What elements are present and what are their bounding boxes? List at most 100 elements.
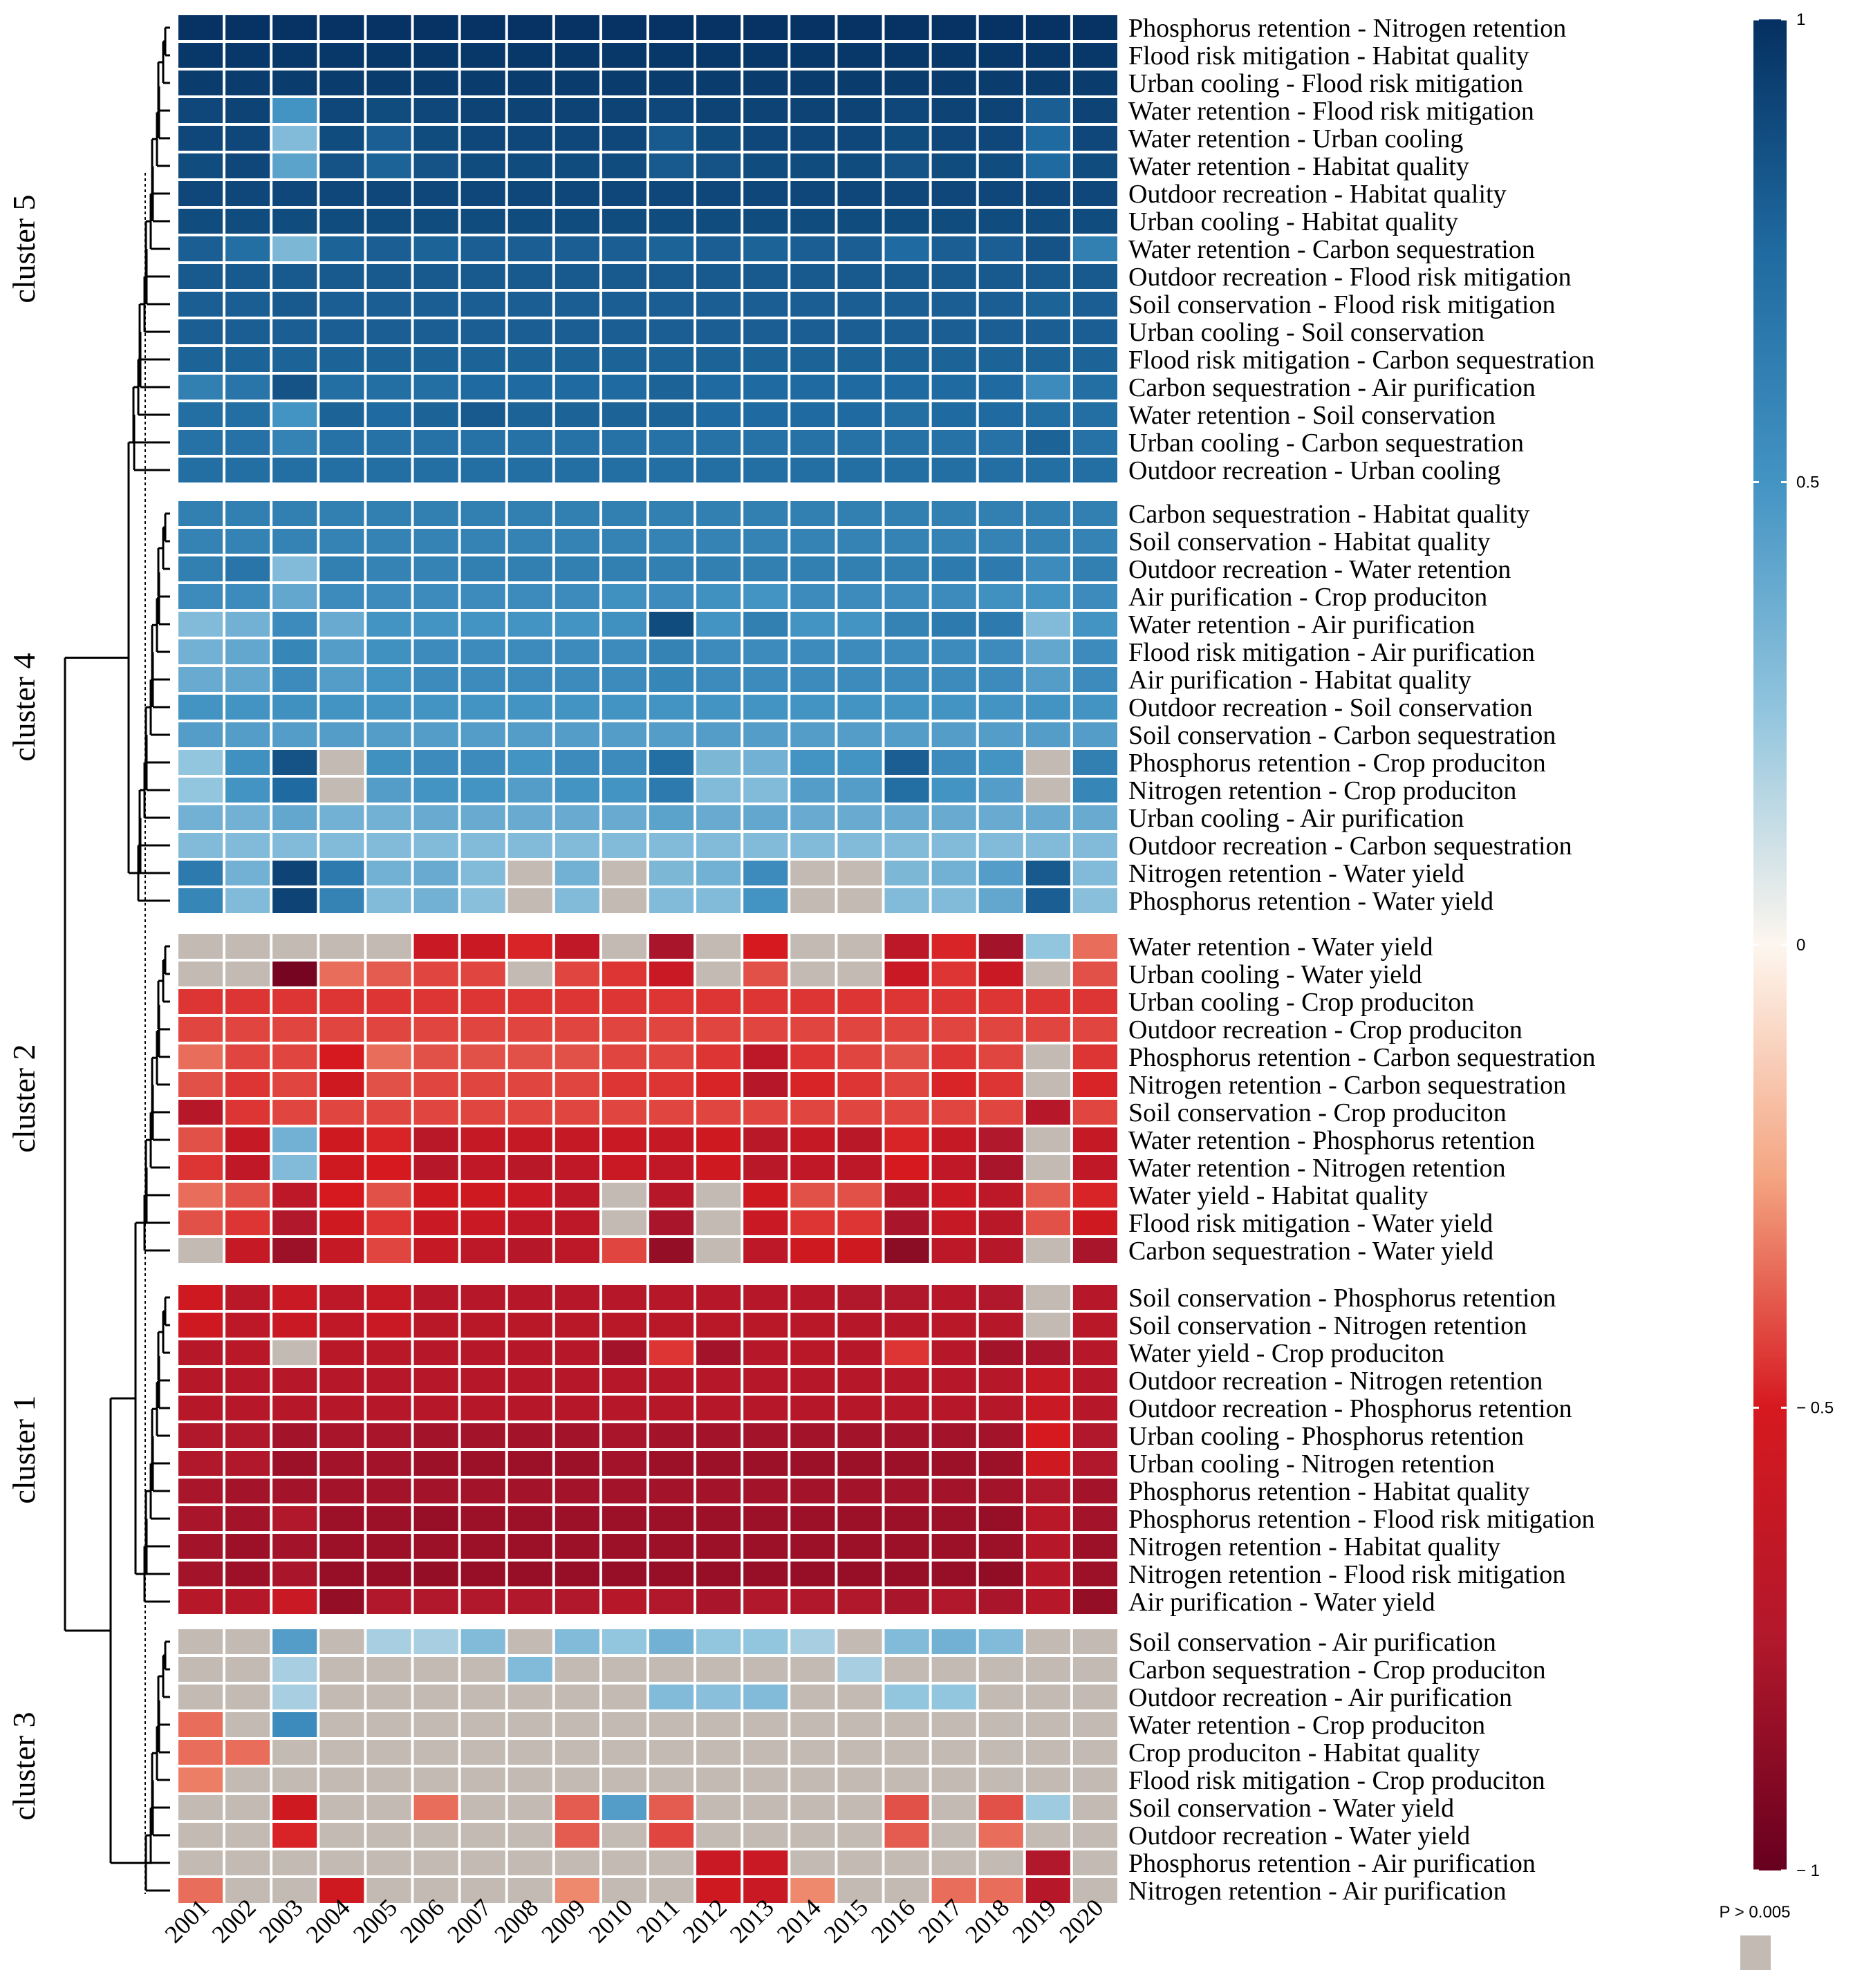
heatmap-cell: [1025, 1534, 1070, 1559]
heatmap-cell: [225, 1072, 270, 1097]
heatmap-cell: [1072, 1100, 1117, 1125]
heatmap-cell: [460, 612, 505, 637]
heatmap-cell: [790, 153, 835, 178]
heatmap-cell: [696, 319, 741, 344]
row-label: Water retention - Nitrogen retention: [1128, 1154, 1506, 1183]
heatmap-cell: [508, 695, 552, 720]
heatmap-cell: [225, 43, 270, 68]
heatmap-cell: [696, 989, 741, 1014]
heatmap-cell: [413, 1396, 458, 1420]
heatmap-cell: [178, 1878, 223, 1903]
heatmap-cell: [602, 667, 646, 692]
heatmap-cell: [790, 15, 835, 40]
heatmap-cell: [178, 962, 223, 986]
heatmap-cell: [413, 1685, 458, 1709]
heatmap-cell: [460, 1823, 505, 1848]
heatmap-cell: [790, 1183, 835, 1208]
heatmap-cell: [413, 181, 458, 206]
heatmap-cell: [1072, 43, 1117, 68]
heatmap-cell: [649, 1767, 694, 1792]
heatmap-cell: [790, 430, 835, 455]
heatmap-cell: [319, 861, 364, 885]
heatmap-cell: [602, 1479, 646, 1503]
heatmap-cell: [931, 1100, 976, 1125]
heatmap-cell: [649, 888, 694, 913]
heatmap-cell: [460, 236, 505, 261]
heatmap-cell: [1072, 1850, 1117, 1875]
row-label: Water retention - Habitat quality: [1128, 152, 1469, 181]
heatmap-cell: [366, 888, 411, 913]
heatmap-cell: [696, 1850, 741, 1875]
heatmap-cell: [319, 501, 364, 526]
heatmap-cell: [649, 1740, 694, 1765]
heatmap-cell: [413, 236, 458, 261]
heatmap-cell: [272, 1878, 317, 1903]
heatmap-cell: [555, 1313, 599, 1338]
heatmap-cell: [884, 1685, 929, 1709]
heatmap-cell: [178, 833, 223, 858]
heatmap-cell: [413, 1072, 458, 1097]
heatmap-cell: [790, 934, 835, 959]
heatmap-cell: [319, 667, 364, 692]
heatmap-cell: [555, 612, 599, 637]
row-label: Water retention - Crop produciton: [1128, 1711, 1485, 1740]
heatmap-cell: [413, 153, 458, 178]
heatmap-cell: [1025, 153, 1070, 178]
heatmap-cell: [649, 126, 694, 151]
heatmap-cell: [366, 402, 411, 427]
row-label: Outdoor recreation - Carbon sequestratio…: [1128, 832, 1572, 861]
heatmap-cell: [178, 1210, 223, 1235]
heatmap-cell: [555, 1562, 599, 1586]
row-label: Phosphorus retention - Air purification: [1128, 1849, 1536, 1878]
heatmap-cell: [508, 1313, 552, 1338]
heatmap-cell: [790, 1340, 835, 1365]
heatmap-cell: [508, 1072, 552, 1097]
heatmap-cell: [978, 722, 1023, 747]
heatmap-cell: [225, 430, 270, 455]
heatmap-cell: [555, 1210, 599, 1235]
heatmap-cell: [837, 805, 882, 830]
heatmap-cell: [884, 15, 929, 40]
heatmap-cell: [931, 1712, 976, 1737]
heatmap-cell: [649, 1878, 694, 1903]
heatmap-cell: [460, 1183, 505, 1208]
heatmap-cell: [1072, 209, 1117, 234]
heatmap-cell: [555, 1878, 599, 1903]
heatmap-cell: [931, 15, 976, 40]
heatmap-cell: [1072, 805, 1117, 830]
heatmap-cell: [225, 126, 270, 151]
heatmap-cell: [319, 98, 364, 123]
heatmap-cell: [743, 1155, 788, 1180]
heatmap-cell: [837, 1313, 882, 1338]
heatmap-cell: [508, 1396, 552, 1420]
heatmap-cell: [366, 1451, 411, 1476]
heatmap-cell: [602, 292, 646, 317]
heatmap-cell: [1025, 639, 1070, 664]
heatmap-cell: [366, 98, 411, 123]
heatmap-cell: [178, 347, 223, 372]
heatmap-cell: [460, 556, 505, 581]
heatmap-cell: [1072, 1313, 1117, 1338]
heatmap-cell: [931, 1629, 976, 1654]
heatmap-cell: [696, 458, 741, 482]
heatmap-cell: [1025, 402, 1070, 427]
heatmap-cell: [884, 1767, 929, 1792]
heatmap-cell: [1072, 667, 1117, 692]
heatmap-cell: [460, 292, 505, 317]
heatmap-cell: [602, 1685, 646, 1709]
heatmap-cell: [978, 962, 1023, 986]
heatmap-cell: [555, 861, 599, 885]
heatmap-cell: [319, 1423, 364, 1448]
heatmap-cell: [743, 402, 788, 427]
heatmap-cell: [743, 1183, 788, 1208]
heatmap-cell: [460, 934, 505, 959]
heatmap-cell: [649, 1313, 694, 1338]
heatmap-cell: [272, 1127, 317, 1152]
heatmap-cell: [978, 639, 1023, 664]
heatmap-cell: [978, 778, 1023, 803]
heatmap-cell: [319, 1850, 364, 1875]
heatmap-cell: [884, 430, 929, 455]
heatmap-cell: [743, 1878, 788, 1903]
heatmap-cell: [931, 639, 976, 664]
heatmap-cell: [931, 1340, 976, 1365]
